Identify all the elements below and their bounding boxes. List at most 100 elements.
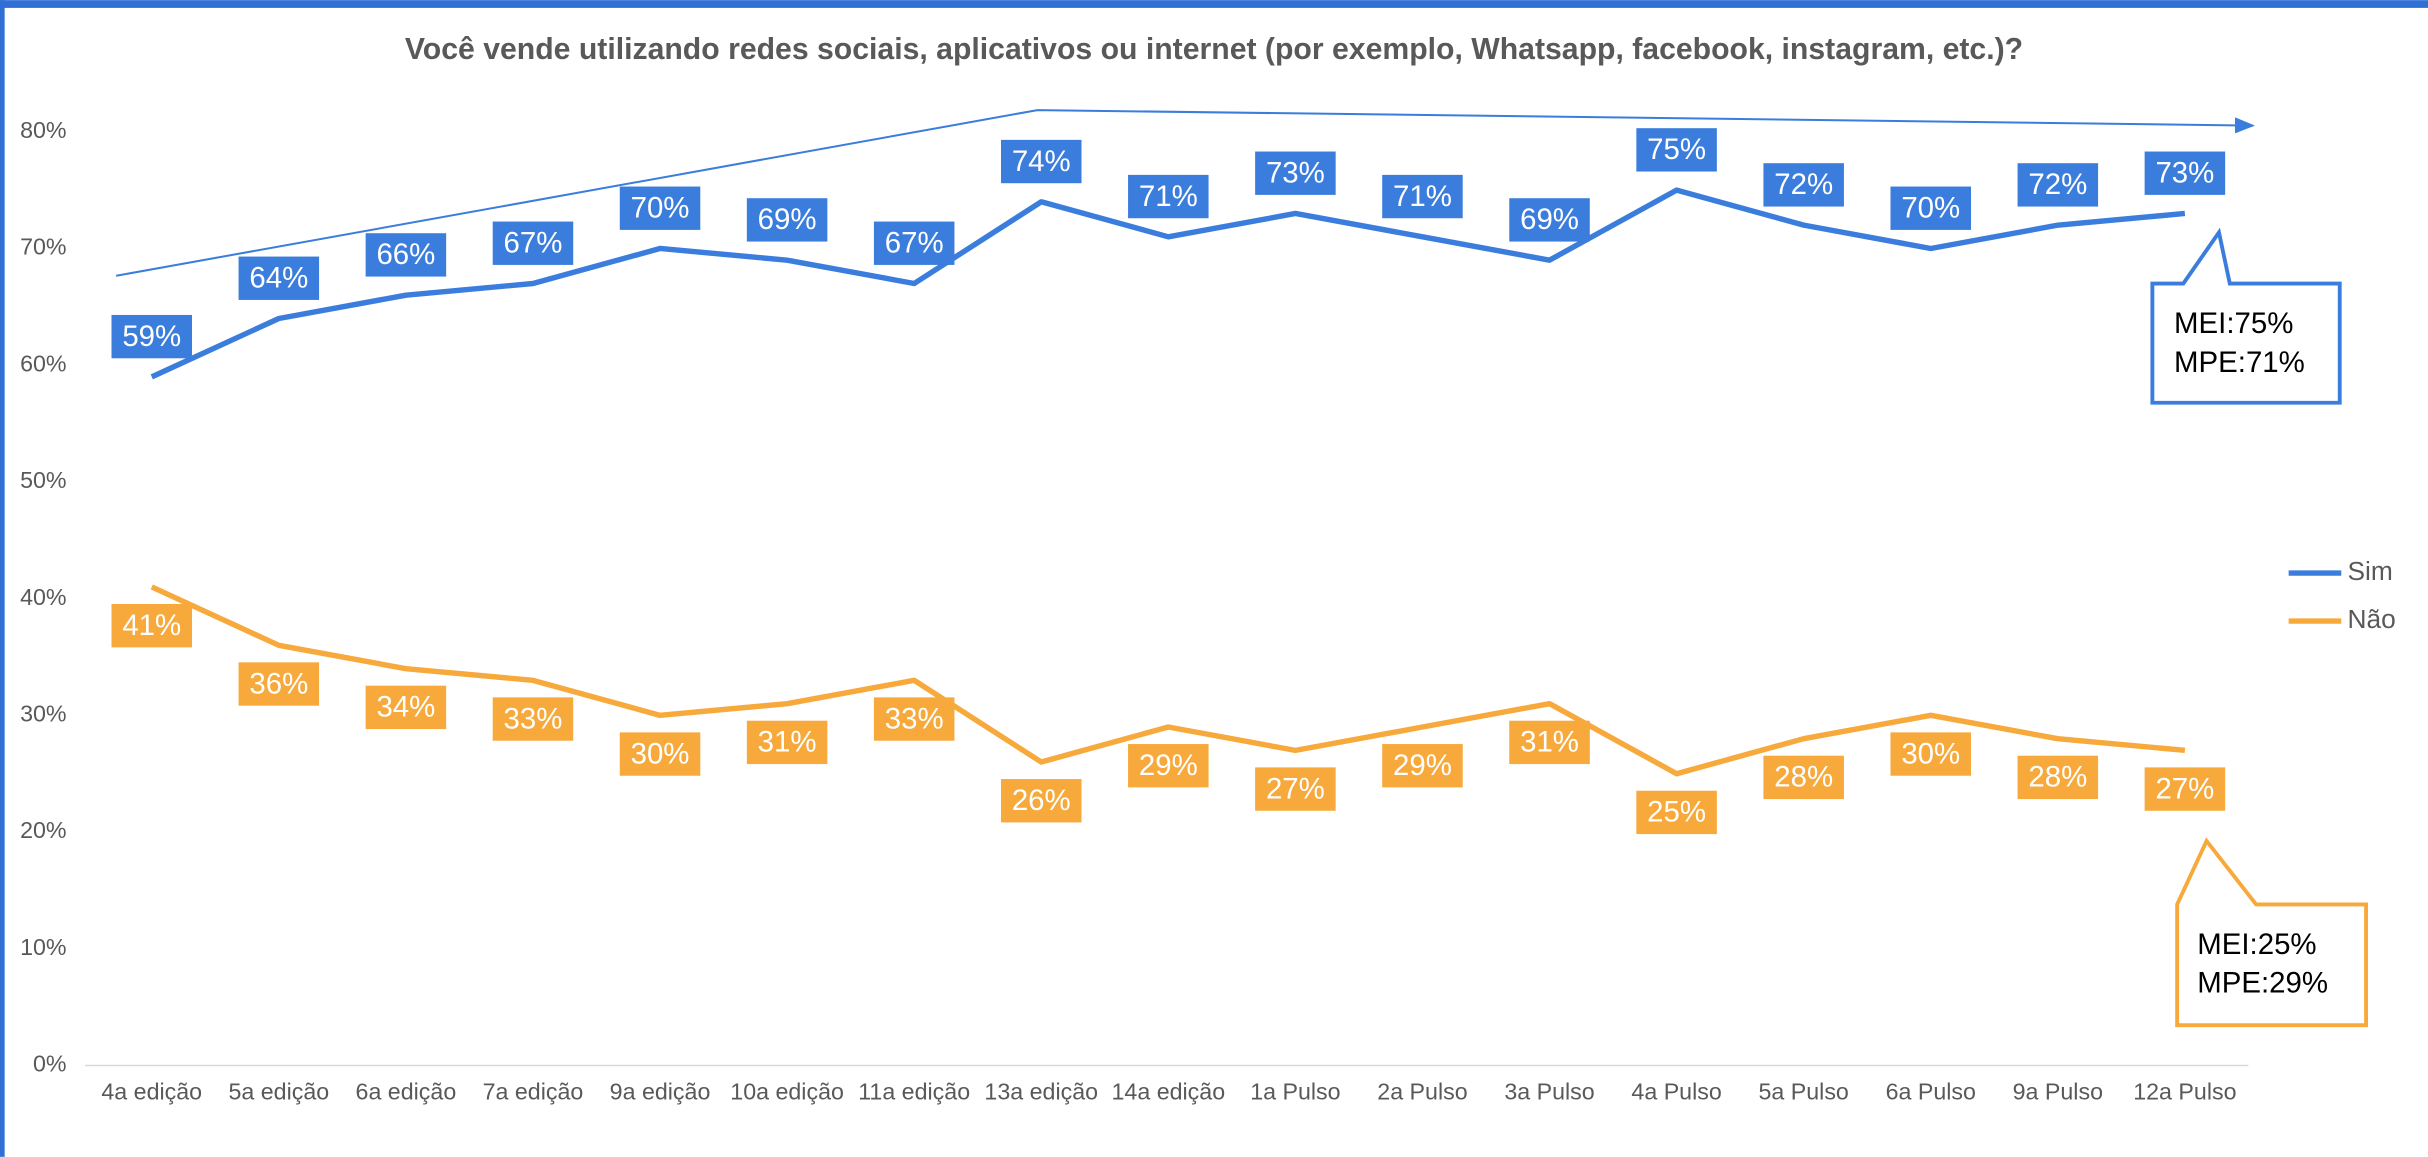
data-label: 72% (1774, 168, 1833, 201)
data-label: 72% (2028, 168, 2087, 201)
data-label-box (1509, 720, 1590, 765)
chart-title: Você vende utilizando redes sociais, apl… (405, 33, 2023, 66)
data-label: 33% (885, 702, 944, 735)
legend-label: Sim (2347, 556, 2392, 586)
data-label: 69% (758, 203, 817, 236)
callout-box (2175, 837, 2368, 1028)
data-label: 30% (631, 737, 690, 770)
x-tick-label: 5a Pulso (1758, 1079, 1848, 1105)
data-label: 70% (1901, 192, 1960, 225)
x-tick-label: 9a edição (610, 1079, 711, 1105)
callout-text: MPE:71% (2174, 346, 2305, 379)
data-label: 36% (249, 667, 308, 700)
data-label-box (1890, 732, 1972, 776)
y-tick-label: 40% (20, 584, 66, 610)
data-label-box (492, 697, 574, 741)
data-label: 74% (1012, 145, 1071, 178)
data-label-box (873, 697, 955, 741)
x-tick-label: 2a Pulso (1377, 1079, 1467, 1105)
data-label: 29% (1139, 749, 1198, 782)
left-border (0, 0, 5, 1157)
data-label-box (1763, 163, 1844, 207)
callout-text: MEI:25% (2197, 928, 2316, 961)
data-label: 64% (249, 262, 308, 295)
data-label: 66% (376, 238, 435, 271)
data-label: 69% (1520, 203, 1579, 236)
x-tick-label: 6a Pulso (1886, 1079, 1976, 1105)
x-tick-label: 11a edição (858, 1079, 970, 1105)
x-tick-label: 10a edição (730, 1079, 844, 1105)
y-tick-label: 0% (33, 1051, 67, 1077)
data-label: 67% (504, 227, 563, 260)
data-label-box (746, 198, 828, 242)
data-label: 33% (504, 702, 563, 735)
data-label: 31% (1520, 726, 1579, 759)
data-label-box (111, 314, 193, 359)
callout-text: MPE:29% (2197, 967, 2328, 1000)
data-label: 71% (1139, 180, 1198, 213)
line (150, 584, 2186, 777)
data-label: 26% (1012, 784, 1071, 817)
x-tick-label: 4a Pulso (1631, 1079, 1721, 1105)
data-label: 73% (1266, 157, 1325, 190)
data-label-box (1636, 790, 1717, 835)
data-label-box (1000, 779, 1082, 823)
data-label-box (1255, 767, 1336, 811)
data-label-box (1509, 198, 1590, 242)
data-label: 25% (1647, 796, 1706, 829)
data-label-box (1128, 174, 1209, 219)
data-label: 67% (885, 227, 944, 260)
data-label-box (492, 221, 574, 265)
data-label: 41% (122, 609, 181, 642)
x-tick-label: 13a edição (984, 1079, 1098, 1105)
data-label-box (238, 256, 320, 300)
data-label: 27% (2155, 772, 2214, 805)
callout-text: MEI:75% (2174, 307, 2293, 340)
data-label-box (1636, 128, 1717, 172)
data-label: 27% (1266, 772, 1325, 805)
data-label-box (1000, 139, 1082, 184)
data-label: 73% (2155, 157, 2214, 190)
x-tick-label: 5a edição (228, 1079, 329, 1105)
trend-arrow (115, 109, 2256, 277)
data-label-box (1763, 755, 1844, 800)
x-tick-label: 4a edição (101, 1079, 202, 1105)
data-label-box (619, 186, 701, 230)
x-tick-label: 1a Pulso (1250, 1079, 1340, 1105)
x-tick-label: 12a Pulso (2133, 1079, 2236, 1105)
data-label-box (2144, 767, 2226, 811)
data-label-box (365, 685, 447, 730)
data-label: 34% (376, 691, 435, 724)
data-label-box (619, 732, 701, 776)
y-tick-label: 60% (20, 350, 66, 376)
data-label-box (111, 603, 193, 648)
data-label-box (238, 662, 320, 706)
data-label: 59% (122, 320, 181, 353)
data-label-box (2017, 755, 2099, 800)
top-border (0, 0, 2428, 8)
data-label: 71% (1393, 180, 1452, 213)
data-label-box (1128, 744, 1209, 788)
data-label-box (2144, 151, 2226, 195)
x-tick-label: 9a Pulso (2013, 1079, 2103, 1105)
data-label-box (365, 233, 447, 277)
x-tick-label: 14a edição (1112, 1079, 1226, 1105)
data-label: 28% (1774, 761, 1833, 794)
legend-label: Não (2347, 604, 2395, 634)
y-tick-label: 30% (20, 700, 66, 726)
x-tick-label: 3a Pulso (1504, 1079, 1594, 1105)
data-label-box (1890, 186, 1972, 230)
y-tick-label: 50% (20, 467, 66, 493)
callout-box (2150, 227, 2342, 405)
data-label: 70% (631, 192, 690, 225)
data-label: 30% (1901, 737, 1960, 770)
data-label-box (1382, 174, 1463, 219)
data-label-box (746, 720, 828, 765)
data-label-box (1255, 151, 1336, 195)
data-label-box (1382, 744, 1463, 788)
y-tick-label: 70% (20, 234, 66, 260)
y-tick-label: 80% (20, 117, 66, 143)
data-label: 28% (2028, 761, 2087, 794)
data-label: 29% (1393, 749, 1452, 782)
